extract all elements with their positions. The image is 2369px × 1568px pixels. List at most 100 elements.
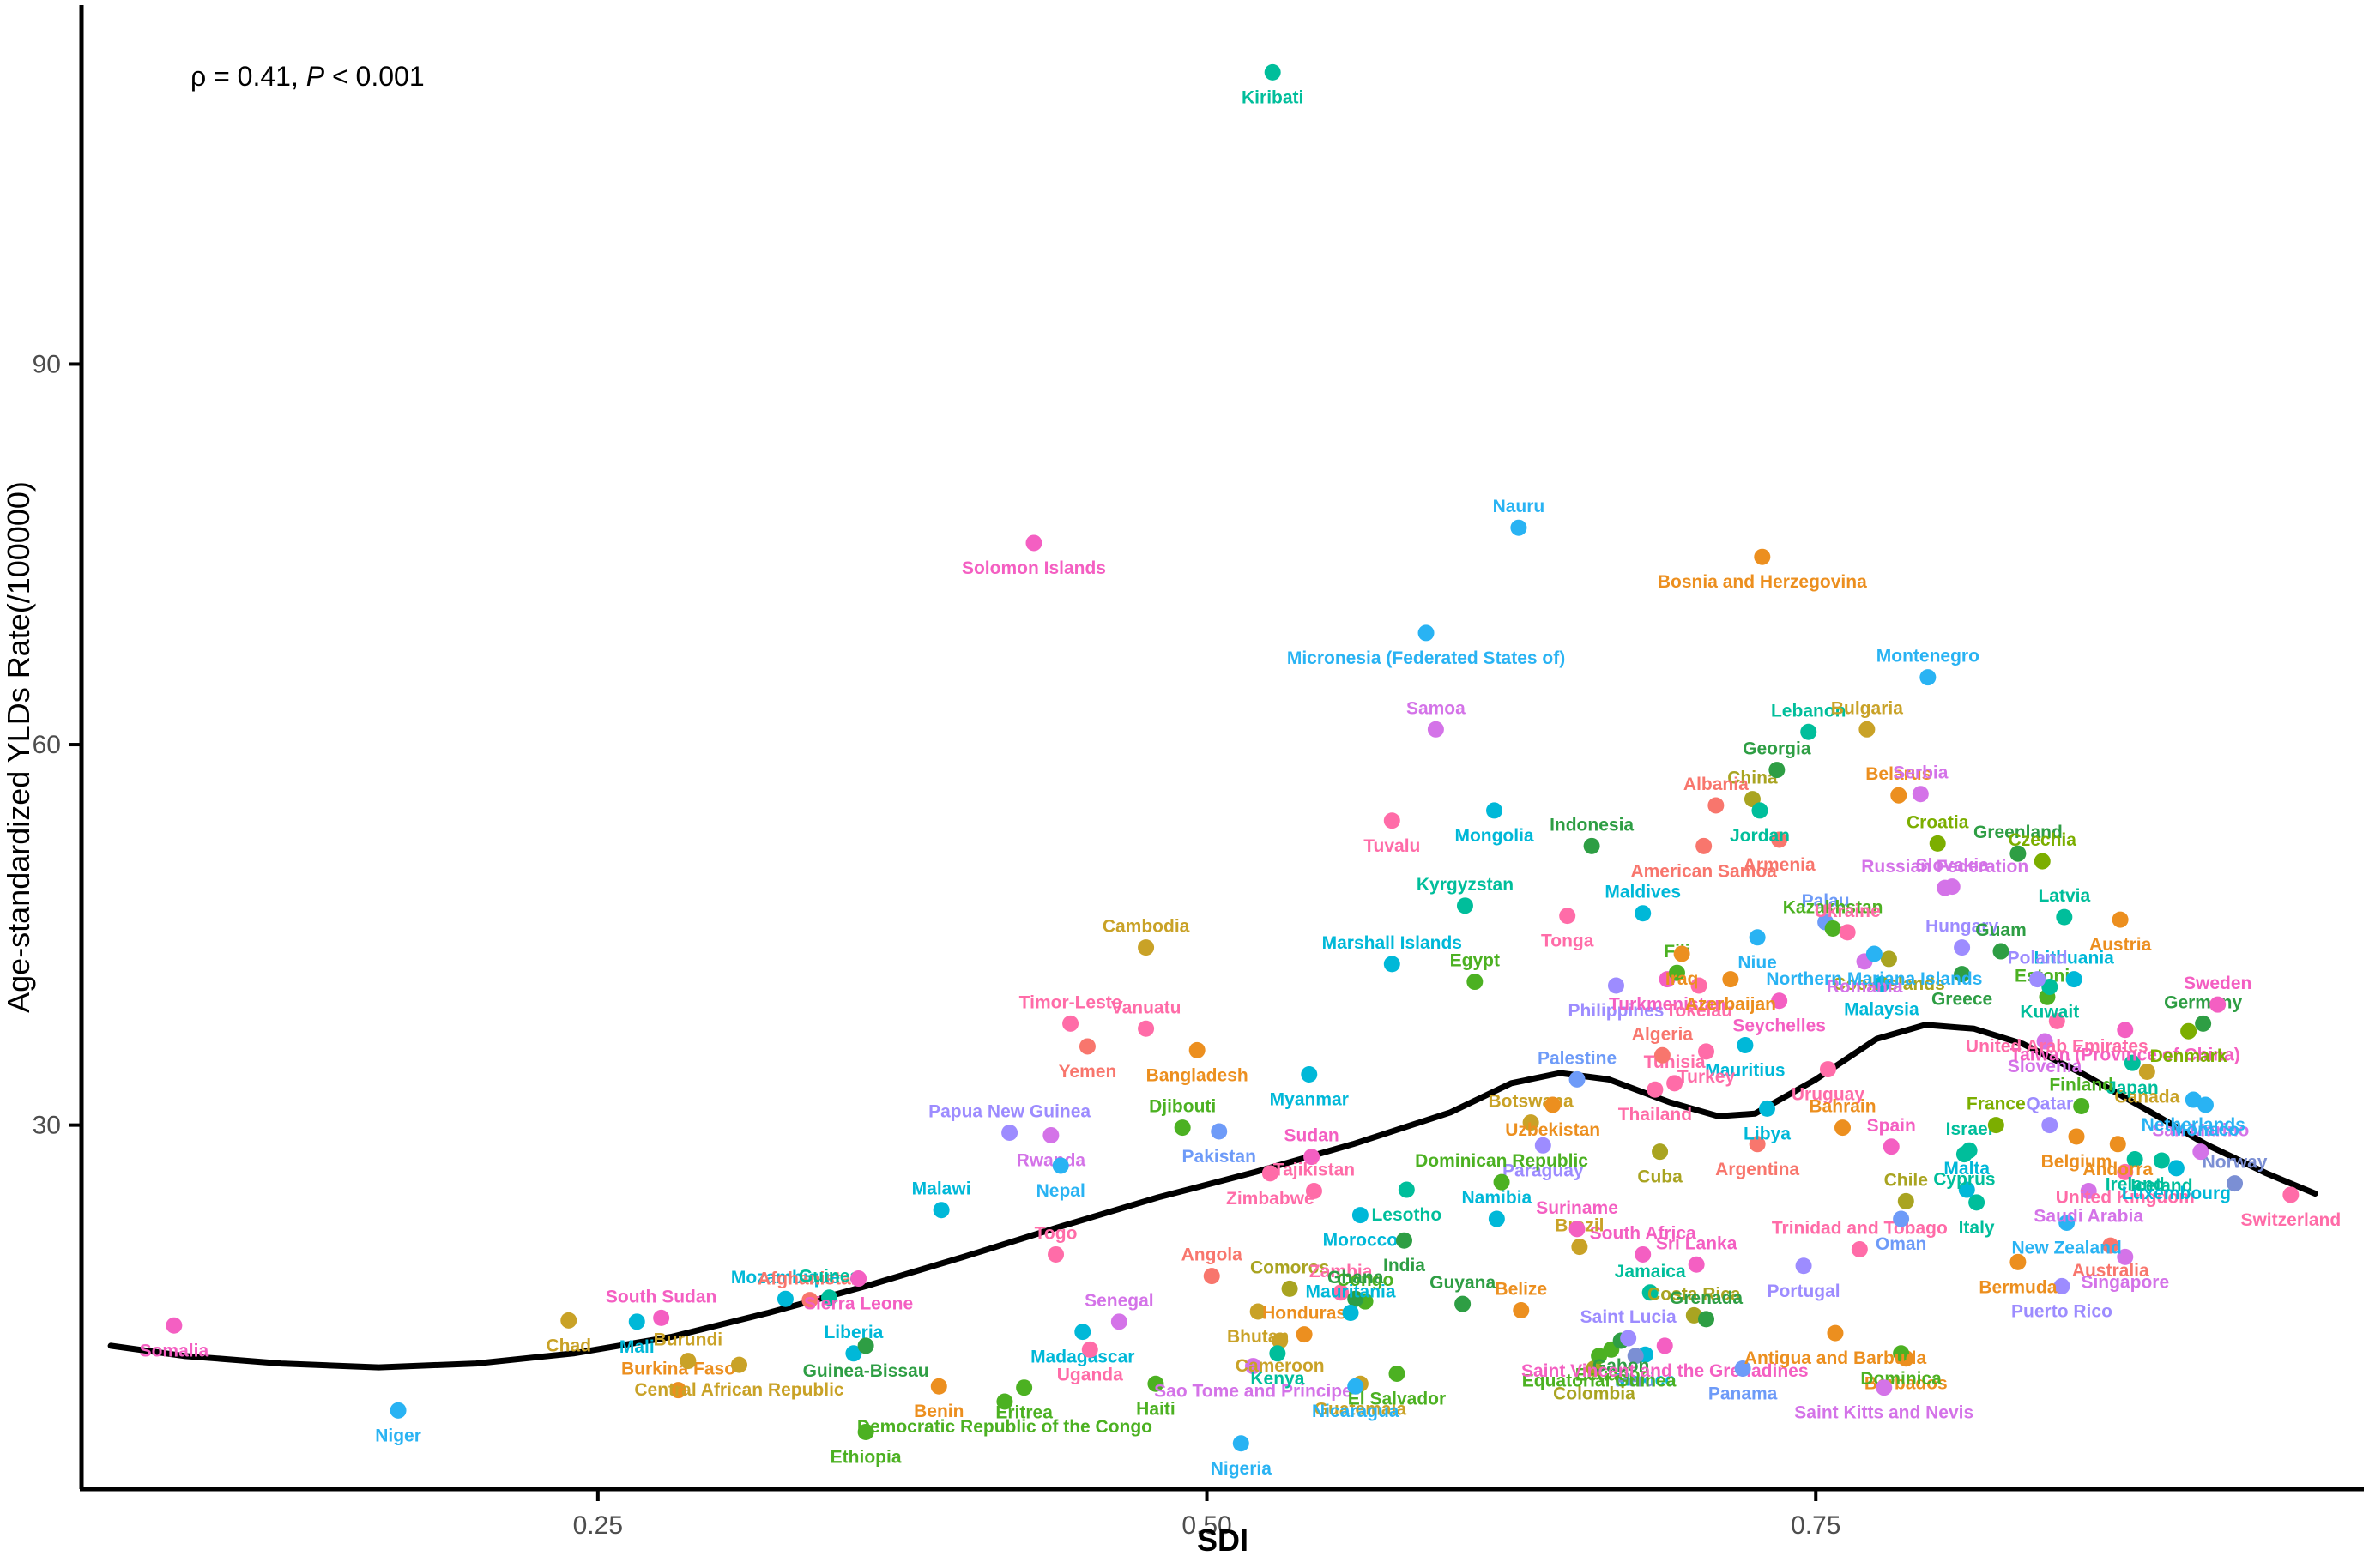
data-point bbox=[2138, 1064, 2155, 1081]
data-point bbox=[2053, 1277, 2070, 1294]
data-point-label: Egypt bbox=[1450, 951, 1500, 971]
data-point bbox=[1695, 837, 1713, 854]
data-point bbox=[1456, 897, 1473, 914]
data-point bbox=[1758, 1100, 1775, 1117]
data-point-label: China bbox=[1727, 769, 1778, 788]
data-point-label: Oman bbox=[1876, 1234, 1927, 1254]
data-point bbox=[2153, 1152, 2170, 1169]
data-point-label: El Salvador bbox=[1348, 1389, 1446, 1408]
data-point bbox=[1042, 1126, 1060, 1143]
data-point-label: Sudan bbox=[1284, 1126, 1339, 1146]
data-point-label: Vanuatu bbox=[1111, 998, 1181, 1017]
data-point-label: Mauritania bbox=[1306, 1282, 1396, 1301]
data-point-label: Kuwait bbox=[2020, 1002, 2079, 1022]
data-point-label: Armenia bbox=[1744, 855, 1816, 875]
data-point bbox=[1052, 1157, 1069, 1174]
data-point-label: Panama bbox=[1708, 1384, 1778, 1404]
data-point bbox=[1912, 786, 1929, 803]
data-point bbox=[680, 1353, 697, 1370]
data-point bbox=[2197, 1096, 2214, 1113]
data-point-label: Solomon Islands bbox=[962, 558, 1106, 578]
data-point bbox=[1586, 1360, 1603, 1378]
data-point bbox=[2282, 1186, 2300, 1203]
data-point-label: Mali bbox=[619, 1337, 655, 1357]
data-point bbox=[2117, 1248, 2134, 1265]
data-point-label: Guinea-Bissau bbox=[803, 1361, 929, 1381]
data-point bbox=[1351, 1207, 1369, 1224]
data-point-label: Algeria bbox=[1632, 1024, 1694, 1044]
data-point-label: Andorra bbox=[2082, 1160, 2153, 1179]
data-point bbox=[1851, 1241, 1868, 1258]
axes bbox=[79, 5, 2364, 1492]
data-point bbox=[1398, 1181, 1415, 1198]
data-point bbox=[166, 1317, 183, 1334]
data-point bbox=[2065, 971, 2082, 988]
data-point-label: Bangladesh bbox=[1146, 1065, 1248, 1085]
data-point bbox=[1427, 721, 1444, 738]
data-point-label: Croatia bbox=[1907, 812, 1969, 832]
data-point bbox=[1771, 992, 1788, 1010]
data-point-label: Australia bbox=[2072, 1261, 2149, 1281]
data-point bbox=[1568, 1070, 1586, 1088]
data-point-label: Mongolia bbox=[1454, 826, 1533, 846]
data-point-label: Chad bbox=[547, 1336, 592, 1355]
data-point-label: Democratic Republic of the Congo bbox=[857, 1417, 1152, 1437]
data-point bbox=[2126, 1151, 2143, 1168]
data-point-label: Philippines bbox=[1568, 1001, 1664, 1021]
data-point bbox=[2034, 853, 2051, 870]
data-point-label: Turkmenistan bbox=[1609, 995, 1725, 1015]
data-point-label: Georgia bbox=[1743, 739, 1811, 759]
data-point-label: Belize bbox=[1495, 1280, 1547, 1300]
data-point-label: Jordan bbox=[1730, 826, 1790, 846]
data-point bbox=[1301, 1065, 1318, 1083]
data-point-label: Austria bbox=[2089, 935, 2152, 955]
data-point-label: Greece bbox=[1931, 990, 1992, 1010]
data-point-label: Malta bbox=[1943, 1159, 1990, 1179]
data-point bbox=[1342, 1304, 1359, 1321]
data-point bbox=[1652, 1143, 1669, 1161]
data-point-label: Samoa bbox=[1406, 698, 1466, 718]
data-point bbox=[1737, 1036, 1754, 1053]
data-point-label: Papua New Guinea bbox=[928, 1102, 1091, 1122]
data-point bbox=[1244, 1358, 1261, 1375]
data-point bbox=[1081, 1341, 1098, 1358]
data-point bbox=[1048, 1245, 1065, 1263]
data-point-label: Belarus bbox=[1865, 764, 1931, 784]
data-point-label: Comoros bbox=[1250, 1257, 1329, 1277]
data-point-label: Chile bbox=[1884, 1170, 1928, 1190]
data-point-label: Switzerland bbox=[2240, 1210, 2341, 1230]
data-point-label: Seychelles bbox=[1732, 1016, 1826, 1036]
data-point-label: Luxembourg bbox=[2122, 1184, 2231, 1203]
data-point bbox=[1893, 1345, 1910, 1362]
data-point-label: American Samoa bbox=[1630, 861, 1777, 881]
data-point-label: Slovakia bbox=[1916, 856, 1990, 876]
data-point bbox=[1688, 1256, 1705, 1273]
data-point bbox=[1544, 1096, 1562, 1113]
data-point bbox=[1232, 1435, 1249, 1452]
data-point bbox=[1016, 1379, 1033, 1396]
data-point bbox=[1510, 519, 1527, 536]
data-point bbox=[1466, 974, 1484, 991]
data-point-label: Greenland bbox=[1973, 823, 2063, 842]
x-tick-label: 0.75 bbox=[1791, 1511, 1840, 1540]
data-point bbox=[996, 1393, 1013, 1410]
data-point bbox=[1834, 1119, 1851, 1137]
data-point-label: Czechia bbox=[2009, 830, 2077, 850]
y-tick-label: 30 bbox=[33, 1112, 61, 1140]
data-point bbox=[1954, 939, 1971, 956]
data-point bbox=[1824, 920, 1841, 937]
data-point-label: Peru bbox=[1616, 1372, 1656, 1391]
data-point bbox=[1272, 1332, 1289, 1349]
data-point-label: Kiribati bbox=[1242, 87, 1303, 107]
data-point-label: Grenada bbox=[1670, 1288, 1744, 1308]
data-point bbox=[1333, 1284, 1350, 1301]
data-point-label: Morocco bbox=[1323, 1231, 1399, 1251]
data-point-label: France bbox=[1967, 1095, 2026, 1114]
data-point bbox=[1768, 762, 1786, 779]
data-point-label: Lebanon bbox=[1771, 701, 1846, 721]
data-point bbox=[1800, 723, 1817, 740]
data-point bbox=[1001, 1125, 1018, 1142]
data-point-label: Antigua and Barbuda bbox=[1744, 1348, 1927, 1368]
